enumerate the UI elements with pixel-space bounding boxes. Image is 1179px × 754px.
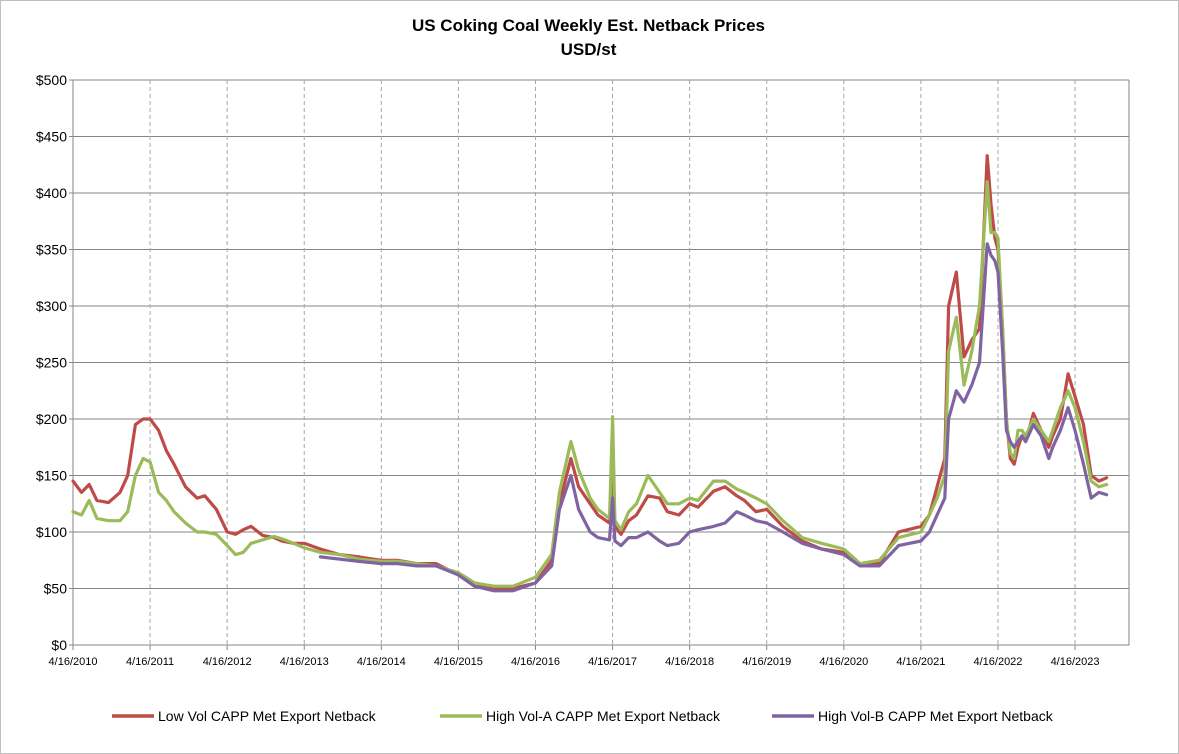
x-tick-label: 4/16/2021 <box>896 656 945 668</box>
x-tick-label: 4/16/2019 <box>742 656 791 668</box>
series-line-3 <box>318 242 1109 593</box>
vertical-gridlines <box>149 80 1076 645</box>
legend-label-1: Low Vol CAPP Met Export Netback <box>158 708 377 724</box>
y-tick-label: $100 <box>36 524 67 540</box>
y-tick-label: $400 <box>36 185 67 201</box>
x-tick-label: 4/16/2015 <box>434 656 483 668</box>
x-tick-label: 4/16/2013 <box>280 656 329 668</box>
chart-title: US Coking Coal Weekly Est. Netback Price… <box>411 16 766 35</box>
series-line-2 <box>71 180 1109 588</box>
x-tick-label: 4/16/2017 <box>588 656 637 668</box>
x-tick-label: 4/16/2010 <box>49 656 98 668</box>
axes <box>69 79 1130 646</box>
x-tick-label: 4/16/2014 <box>357 656 406 668</box>
x-axis-ticks: 4/16/2010 4/16/2011 4/16/2012 4/16/2013 4/16… <box>49 645 1100 668</box>
y-tick-label: $200 <box>36 411 67 427</box>
x-tick-label: 4/16/2023 <box>1051 656 1100 668</box>
y-tick-label: $150 <box>36 468 67 484</box>
y-tick-label: $350 <box>36 242 67 258</box>
y-axis-ticks: $0 $50 $100 $150 $200 $250 $300 $350 $400 $450 $50… <box>36 72 67 653</box>
series-lines <box>71 154 1109 593</box>
x-tick-label: 4/16/2012 <box>203 656 252 668</box>
y-tick-label: $50 <box>44 581 68 597</box>
y-tick-label: $300 <box>36 298 67 314</box>
y-tick-label: $500 <box>36 72 67 88</box>
x-tick-label: 4/16/2011 <box>126 656 174 668</box>
chart-subtitle: USD/st <box>560 40 617 59</box>
legend-label-3: High Vol-B CAPP Met Export Netback <box>818 708 1054 724</box>
y-tick-label: $0 <box>51 637 67 653</box>
horizontal-gridlines <box>73 79 1129 589</box>
y-tick-label: $250 <box>36 355 67 371</box>
legend-label-2: High Vol-A CAPP Met Export Netback <box>486 708 721 724</box>
x-tick-label: 4/16/2018 <box>665 656 714 668</box>
legend: Low Vol CAPP Met Export Netback High Vol-… <box>112 708 1054 724</box>
series-line-1 <box>71 154 1109 591</box>
x-tick-label: 4/16/2020 <box>819 656 868 668</box>
x-tick-label: 4/16/2022 <box>973 656 1022 668</box>
y-tick-label: $450 <box>36 129 67 145</box>
x-tick-label: 4/16/2016 <box>511 656 560 668</box>
